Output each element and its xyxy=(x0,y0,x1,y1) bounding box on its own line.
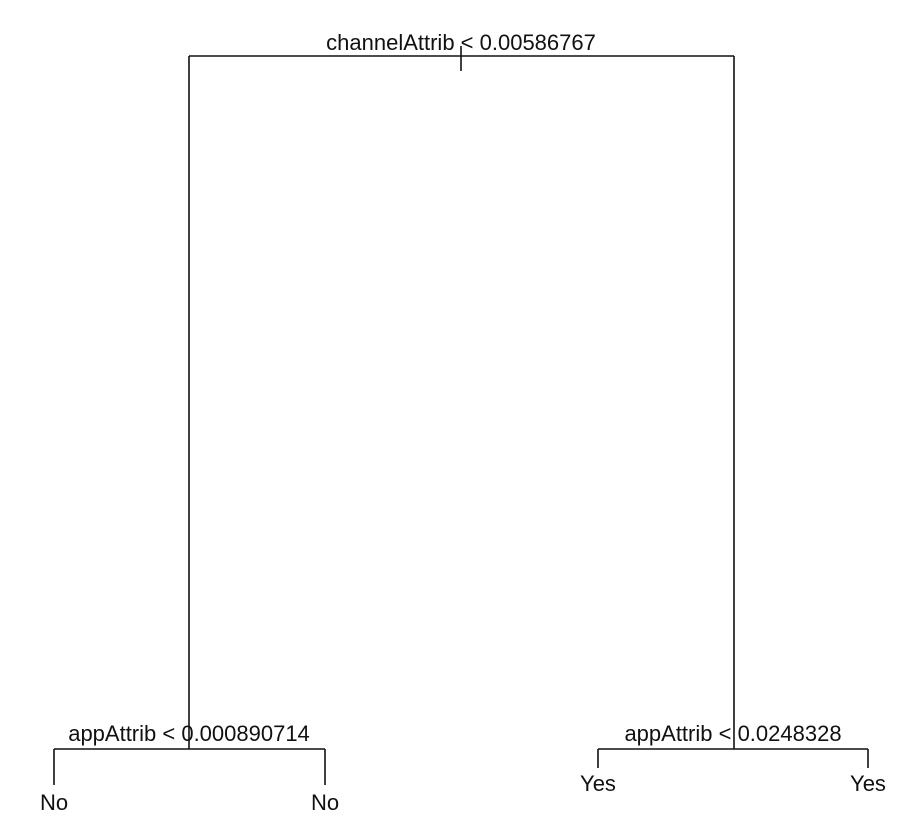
leaf-no-right: No xyxy=(311,790,339,815)
leaf-yes-left: Yes xyxy=(580,771,616,796)
right-split-node: appAttrib < 0.0248328 Yes Yes xyxy=(580,721,886,796)
root-split-node: channelAttrib < 0.00586767 xyxy=(188,30,735,749)
right-split-label: appAttrib < 0.0248328 xyxy=(624,721,841,746)
left-split-node: appAttrib < 0.000890714 No No xyxy=(40,721,339,815)
left-split-label: appAttrib < 0.000890714 xyxy=(68,721,310,746)
leaf-no-left: No xyxy=(40,790,68,815)
root-split-label: channelAttrib < 0.00586767 xyxy=(326,30,596,55)
leaf-yes-right: Yes xyxy=(850,771,886,796)
